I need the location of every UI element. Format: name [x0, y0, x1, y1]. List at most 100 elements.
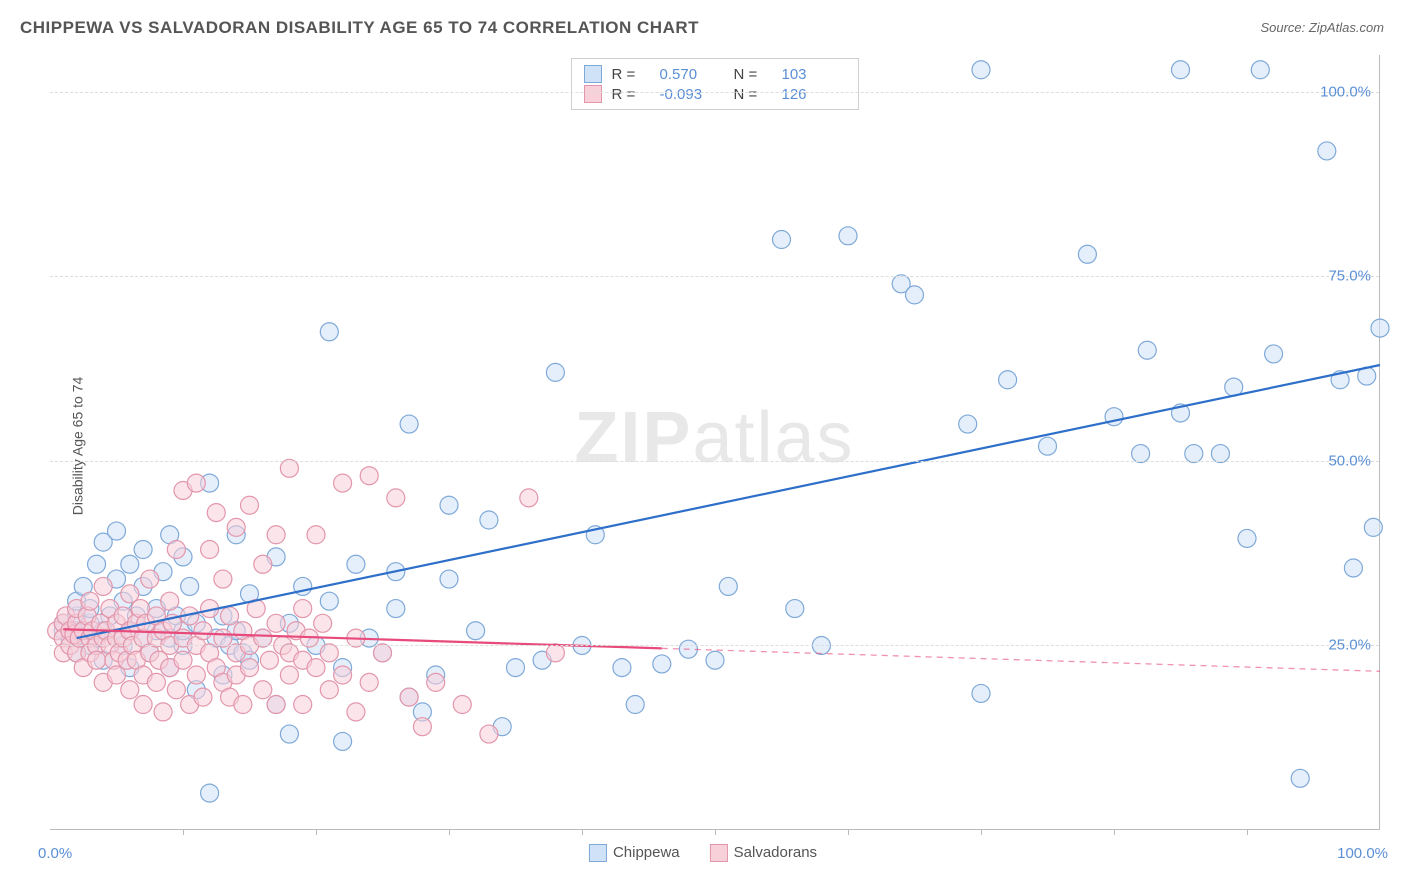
legend-r-value: -0.093 — [660, 86, 724, 103]
y-tick-label: 75.0% — [1328, 268, 1371, 285]
data-point-salvadorans — [134, 696, 152, 714]
data-point-chippewa — [280, 725, 298, 743]
data-point-salvadorans — [314, 614, 332, 632]
y-tick-label: 25.0% — [1328, 637, 1371, 654]
plot-area: ZIPatlas R =0.570N =103R =-0.093N =126 2… — [50, 55, 1380, 830]
y-tick-label: 50.0% — [1328, 452, 1371, 469]
data-point-salvadorans — [267, 614, 285, 632]
data-point-salvadorans — [161, 592, 179, 610]
trend-line-chippewa — [77, 365, 1380, 638]
data-point-chippewa — [334, 732, 352, 750]
data-point-chippewa — [400, 415, 418, 433]
data-point-salvadorans — [154, 703, 172, 721]
data-point-chippewa — [320, 592, 338, 610]
data-point-chippewa — [959, 415, 977, 433]
source-attribution: Source: ZipAtlas.com — [1260, 20, 1384, 35]
data-point-salvadorans — [194, 688, 212, 706]
data-point-salvadorans — [88, 651, 106, 669]
data-point-chippewa — [121, 555, 139, 573]
data-point-salvadorans — [374, 644, 392, 662]
data-point-salvadorans — [294, 696, 312, 714]
data-point-chippewa — [839, 227, 857, 245]
data-point-chippewa — [320, 323, 338, 341]
data-point-chippewa — [773, 231, 791, 249]
legend-n-value: 126 — [782, 86, 846, 103]
data-point-chippewa — [972, 61, 990, 79]
data-point-chippewa — [1265, 345, 1283, 363]
legend-swatch — [584, 85, 602, 103]
data-point-salvadorans — [360, 673, 378, 691]
legend-swatch — [589, 844, 607, 862]
data-point-salvadorans — [254, 681, 272, 699]
data-point-salvadorans — [214, 629, 232, 647]
data-point-salvadorans — [267, 696, 285, 714]
data-point-salvadorans — [81, 592, 99, 610]
data-point-salvadorans — [201, 541, 219, 559]
data-point-chippewa — [1132, 445, 1150, 463]
legend-n-value: 103 — [782, 66, 846, 83]
data-point-chippewa — [1078, 245, 1096, 263]
gridline — [50, 276, 1379, 277]
data-point-chippewa — [786, 600, 804, 618]
data-point-chippewa — [1172, 61, 1190, 79]
data-point-salvadorans — [147, 673, 165, 691]
data-point-salvadorans — [400, 688, 418, 706]
data-point-chippewa — [1371, 319, 1389, 337]
legend-series-label: Chippewa — [613, 844, 680, 861]
data-point-salvadorans — [174, 651, 192, 669]
data-point-salvadorans — [260, 651, 278, 669]
data-point-chippewa — [653, 655, 671, 673]
scatter-svg — [50, 55, 1379, 829]
gridline — [50, 645, 1379, 646]
data-point-chippewa — [467, 622, 485, 640]
data-point-salvadorans — [254, 629, 272, 647]
x-tick — [715, 829, 716, 835]
gridline — [50, 92, 1379, 93]
data-point-salvadorans — [546, 644, 564, 662]
data-point-salvadorans — [141, 570, 159, 588]
data-point-chippewa — [626, 696, 644, 714]
x-tick — [582, 829, 583, 835]
data-point-salvadorans — [194, 622, 212, 640]
legend-series-item: Chippewa — [589, 844, 680, 862]
x-tick — [848, 829, 849, 835]
data-point-salvadorans — [520, 489, 538, 507]
data-point-salvadorans — [254, 555, 272, 573]
data-point-salvadorans — [320, 681, 338, 699]
data-point-salvadorans — [307, 659, 325, 677]
legend-r-label: R = — [612, 86, 650, 103]
data-point-chippewa — [1039, 437, 1057, 455]
chart-title: CHIPPEWA VS SALVADORAN DISABILITY AGE 65… — [20, 18, 699, 38]
data-point-salvadorans — [334, 666, 352, 684]
data-point-salvadorans — [360, 467, 378, 485]
legend-correlation-row: R = -0.093 N = 126 — [584, 84, 846, 104]
data-point-chippewa — [134, 541, 152, 559]
data-point-salvadorans — [413, 718, 431, 736]
legend-series-label: Salvadorans — [734, 844, 817, 861]
legend-n-label: N = — [734, 86, 772, 103]
data-point-chippewa — [1291, 769, 1309, 787]
legend-correlation: R = 0.570 N = 103R = -0.093 N = 126 — [571, 58, 859, 110]
data-point-chippewa — [1211, 445, 1229, 463]
legend-r-value: 0.570 — [660, 66, 724, 83]
data-point-chippewa — [108, 522, 126, 540]
legend-correlation-row: R =0.570N =103 — [584, 64, 846, 84]
data-point-chippewa — [440, 570, 458, 588]
data-point-salvadorans — [227, 518, 245, 536]
data-point-chippewa — [201, 784, 219, 802]
data-point-chippewa — [347, 555, 365, 573]
x-tick — [183, 829, 184, 835]
data-point-salvadorans — [221, 607, 239, 625]
legend-swatch — [710, 844, 728, 862]
data-point-salvadorans — [167, 681, 185, 699]
gridline — [50, 461, 1379, 462]
legend-r-label: R = — [612, 66, 650, 83]
data-point-chippewa — [1185, 445, 1203, 463]
data-point-salvadorans — [307, 526, 325, 544]
x-axis-max-label: 100.0% — [1337, 845, 1388, 862]
data-point-salvadorans — [480, 725, 498, 743]
x-tick — [1247, 829, 1248, 835]
data-point-chippewa — [999, 371, 1017, 389]
legend-series: Chippewa Salvadorans — [589, 844, 817, 862]
data-point-chippewa — [1238, 529, 1256, 547]
